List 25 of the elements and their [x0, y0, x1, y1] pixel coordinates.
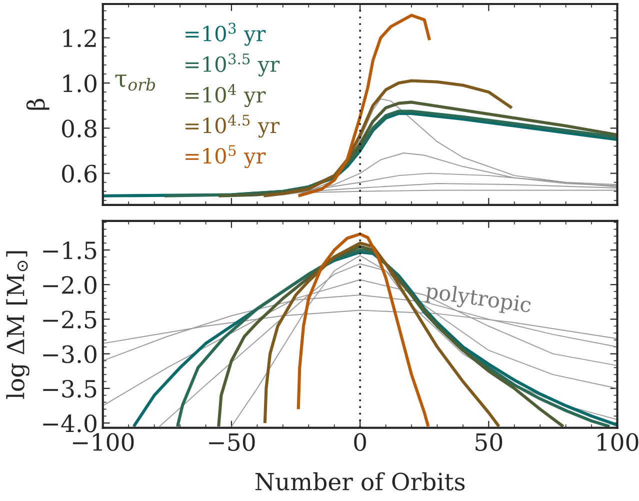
legend-title: τ$_{orb}$ [115, 74, 156, 91]
x-tick-label: −100 [72, 433, 134, 451]
text: =10$^{4}$ yr [186, 84, 266, 108]
x-tick-label: 100 [598, 433, 638, 451]
annotation: polytropic [424, 282, 532, 317]
y-tick-label: −3.5 [43, 380, 96, 398]
x-tick-label: −50 [209, 433, 255, 451]
y-tick-label: −2.5 [43, 310, 96, 329]
y-tick-label: −3.0 [43, 345, 96, 364]
y-tick-label: 1.0 [63, 74, 96, 92]
y-axis-title: β [26, 98, 50, 110]
x-tick-label: 0 [354, 433, 366, 451]
text: =10$^{5}$ yr [186, 145, 266, 168]
y-tick-label: −1.5 [43, 241, 96, 260]
x-axis-title: Number of Orbits [255, 472, 465, 491]
text: =10$^{3}$ yr [186, 22, 266, 46]
x-tick-label: 50 [476, 433, 502, 451]
y-tick-label: 1.2 [63, 29, 96, 48]
y-tick-label: 0.8 [62, 120, 96, 138]
text: =10$^{4.5}$ yr [186, 114, 280, 138]
y-tick-label: −4.0 [43, 414, 96, 432]
y-tick-label: 0.6 [62, 164, 97, 183]
y-tick-label: −2.0 [43, 276, 96, 294]
text: =10$^{3.5}$ yr [186, 53, 280, 76]
y-axis-title: log ΔM [M$_{⊙}$] [6, 251, 30, 399]
